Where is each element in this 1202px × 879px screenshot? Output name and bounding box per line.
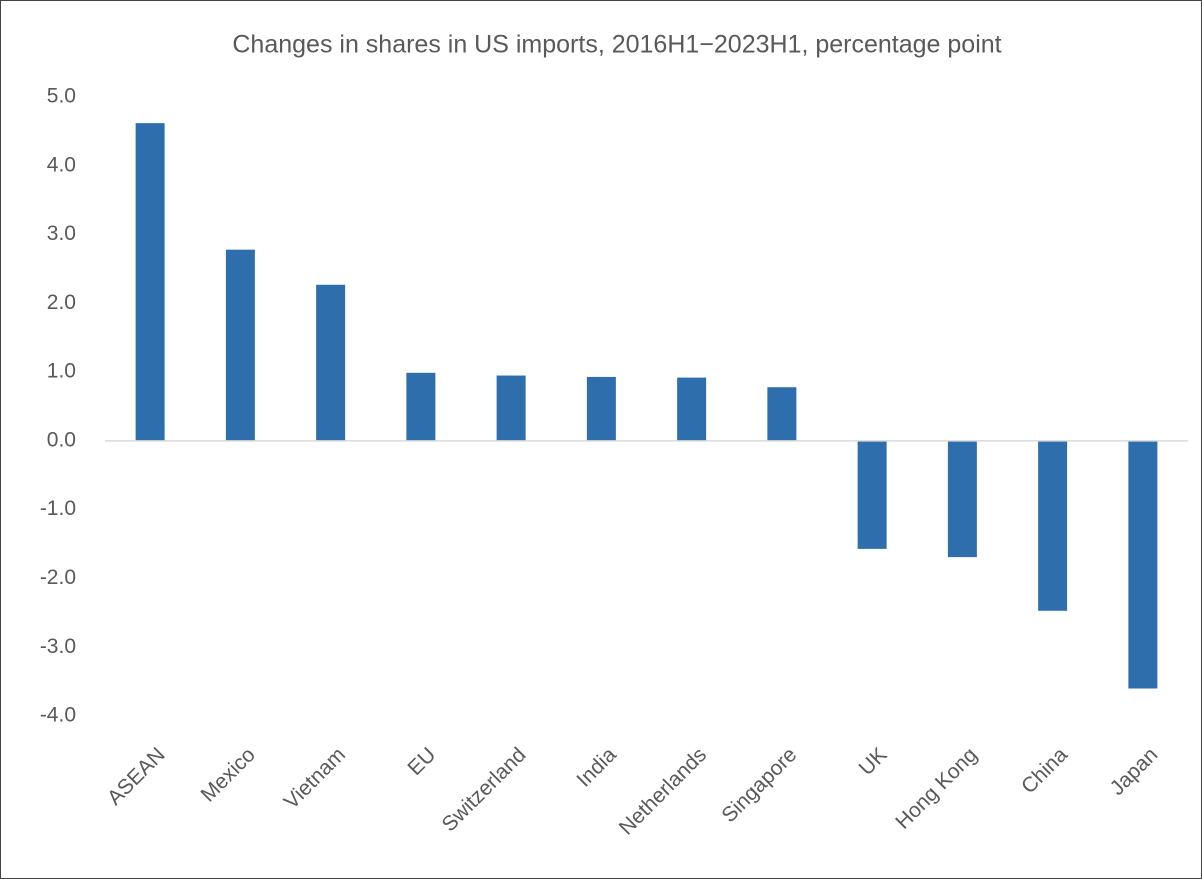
- y-tick-label: 0.0: [47, 428, 76, 451]
- y-tick-label: 1.0: [47, 360, 76, 383]
- y-tick-label: -3.0: [40, 635, 76, 658]
- y-tick-label: -4.0: [40, 704, 76, 727]
- y-tick-label: 2.0: [47, 291, 76, 314]
- bar: [496, 375, 526, 441]
- bar: [316, 284, 346, 441]
- bar: [767, 387, 797, 441]
- y-tick-label: 3.0: [47, 222, 76, 245]
- y-tick-label: 4.0: [47, 153, 76, 176]
- bar: [225, 249, 255, 441]
- bar: [406, 372, 436, 441]
- y-tick-label: -2.0: [40, 566, 76, 589]
- bar: [1128, 440, 1158, 689]
- chart-title: Changes in shares in US imports, 2016H1−…: [232, 31, 1001, 59]
- y-tick-label: -1.0: [40, 497, 76, 520]
- bar: [586, 376, 616, 441]
- y-tick-label: 5.0: [47, 85, 76, 108]
- bar: [135, 123, 165, 441]
- bar: [677, 377, 707, 441]
- bar: [947, 440, 977, 558]
- bar: [1038, 440, 1068, 611]
- bar: [857, 440, 887, 549]
